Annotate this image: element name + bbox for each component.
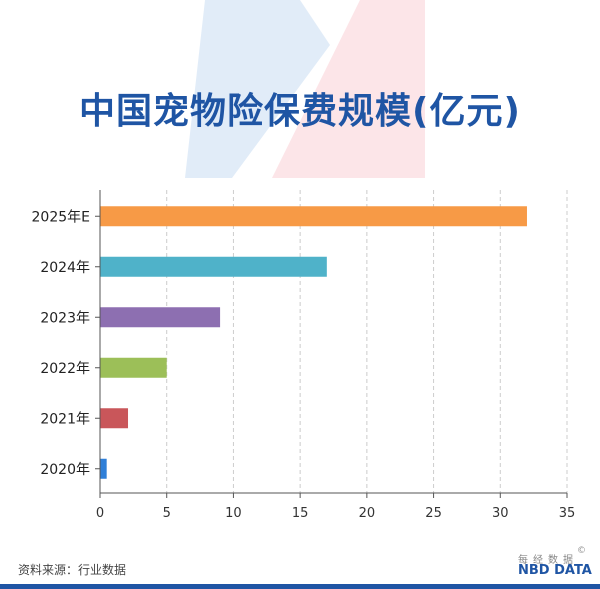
axes [95,190,568,498]
category-labels: 2025年E 2024年 2023年 2022年 2021年 2020年 [32,209,90,478]
watermark-blue-shape [185,0,330,178]
x-tick-label: 10 [225,506,242,521]
bars [100,206,527,479]
category-label: 2021年 [40,411,90,427]
x-tick-label: 35 [559,506,576,521]
source-note: 资料来源：行业数据 [18,563,127,577]
x-tick-label: 20 [359,506,376,521]
category-label: 2024年 [40,260,90,276]
brand-chinese-name: 每经数据 [518,555,578,566]
brand-logo-text: NBD DATA [518,563,592,578]
category-label: 2023年 [40,310,90,326]
bar [100,458,107,479]
copyright-mark: © [577,546,586,556]
chart-title: 中国宠物险保费规模(亿元) [79,91,521,132]
category-label: 2025年E [32,209,90,225]
x-tick-label: 0 [96,506,104,521]
bar [100,256,327,277]
category-label: 2020年 [40,462,90,478]
grid-lines [166,190,568,493]
bottom-accent-bar [0,584,600,589]
bar [100,206,527,227]
x-tick-labels: 0 5 10 15 20 25 30 35 [96,506,575,521]
bar [100,408,129,429]
watermark-red-shape [272,0,425,178]
category-label: 2022年 [40,361,90,377]
x-tick-label: 25 [425,506,442,521]
x-tick-label: 30 [492,506,509,521]
x-tick-label: 5 [163,506,171,521]
bar [100,357,167,378]
x-tick-label: 15 [292,506,309,521]
bar [100,307,221,328]
